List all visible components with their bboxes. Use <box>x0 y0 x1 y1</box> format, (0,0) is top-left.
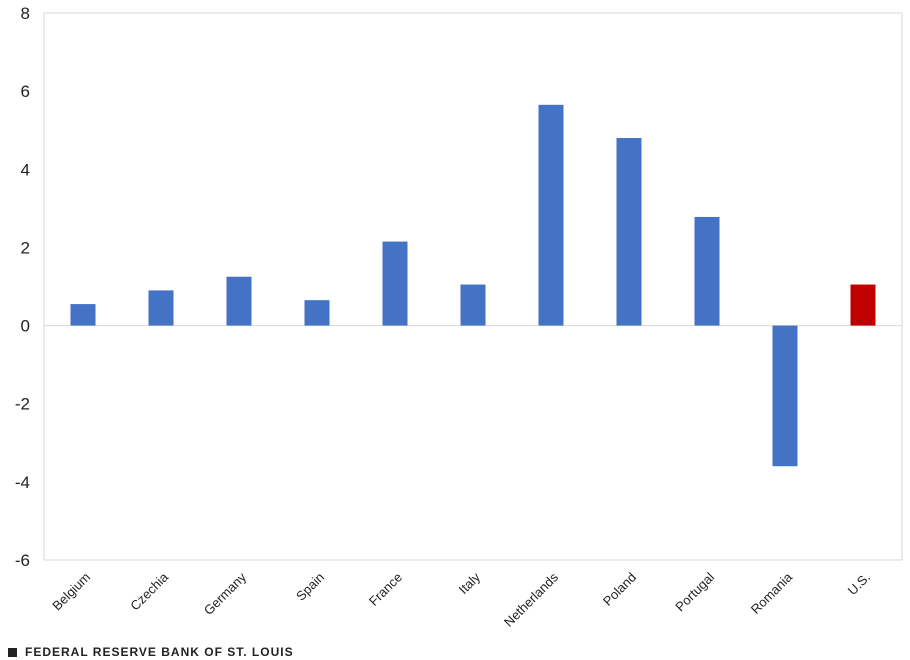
y-tick-label: 6 <box>21 82 30 101</box>
bar-us <box>850 284 876 326</box>
y-axis: 8 6 4 2 0 -2 -4 -6 <box>15 4 30 570</box>
x-tick-label: Romania <box>748 569 796 617</box>
bar-netherlands <box>538 104 564 326</box>
bar-belgium <box>70 304 96 326</box>
y-tick-label: 4 <box>21 160 30 179</box>
bar-germany <box>226 276 252 326</box>
y-tick-label: -6 <box>15 551 30 570</box>
y-tick-label: -4 <box>15 473 30 492</box>
x-tick-label: U.S. <box>845 570 873 598</box>
x-tick-label: Spain <box>293 570 327 604</box>
bar-romania <box>772 325 798 467</box>
bar-france <box>382 241 408 326</box>
footer-text: FEDERAL RESERVE BANK OF ST. LOUIS <box>25 645 294 659</box>
x-tick-label: Netherlands <box>501 569 562 630</box>
x-axis: Belgium Czechia Germany Spain France Italy Net… <box>49 569 873 630</box>
x-tick-label: Germany <box>201 569 250 618</box>
plot-area <box>43 12 903 561</box>
bar-portugal <box>694 216 720 326</box>
y-tick-label: 0 <box>21 317 30 336</box>
bar-poland <box>616 138 642 326</box>
bar-spain <box>304 300 330 326</box>
footer-credit: FEDERAL RESERVE BANK OF ST. LOUIS <box>8 645 294 659</box>
x-tick-label: Czechia <box>127 569 171 613</box>
bar-czechia <box>148 290 174 326</box>
y-tick-label: 2 <box>21 238 30 257</box>
bars-group <box>70 104 876 467</box>
x-tick-label: Poland <box>600 570 639 609</box>
plot-border <box>43 12 903 561</box>
bar-chart: 8 6 4 2 0 -2 -4 -6 Belgium Czechia Germany Spain Fr… <box>15 4 903 630</box>
bar-italy <box>460 284 486 326</box>
x-tick-label: Portugal <box>672 569 717 614</box>
x-tick-label: Belgium <box>49 570 93 614</box>
y-tick-label: -2 <box>15 395 30 414</box>
x-tick-label: France <box>366 570 405 609</box>
square-icon <box>8 647 17 657</box>
x-tick-label: Italy <box>456 569 484 597</box>
y-tick-label: 8 <box>21 4 30 23</box>
